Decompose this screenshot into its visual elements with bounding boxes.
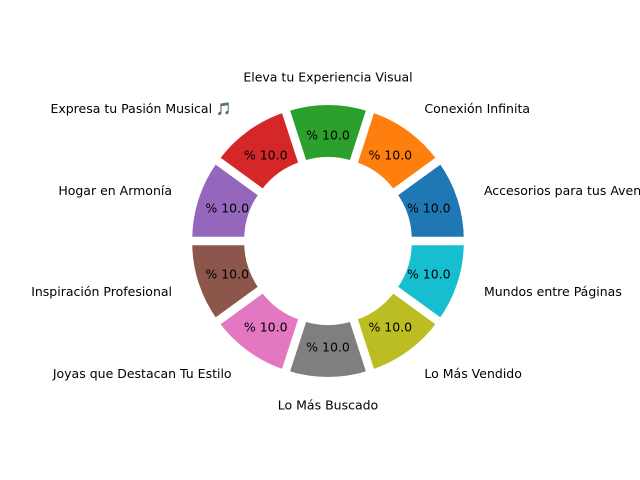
category-label: Lo Más Buscado [278,398,378,413]
donut-wedge [389,239,470,326]
percent-label: % 10.0 [205,266,249,281]
percent-label: % 10.0 [407,266,451,281]
category-label: Inspiración Profesional [31,284,172,299]
percent-label: % 10.0 [306,128,350,143]
category-labels: Accesorios para tus Aventuras Conexión In… [31,70,640,413]
category-label: Mundos entre Páginas [484,284,622,299]
category-label: Expresa tu Pasión Musical 🎵 [50,101,231,116]
percent-label: % 10.0 [244,319,288,334]
percent-label: % 10.0 [368,148,412,163]
percent-label: % 10.0 [407,201,451,216]
category-label: Conexión Infinita [424,101,530,116]
category-label: Joyas que Destacan Tu Estilo [52,366,232,381]
percent-labels: % 10.0 % 10.0 % 10.0 % 10.0 % 10.0 % 10.0 % 10… [205,128,450,355]
category-label: Lo Más Vendido [424,366,521,381]
percent-label: % 10.0 [368,319,412,334]
percent-label: % 10.0 [205,201,249,216]
category-label: Hogar en Armonía [58,183,172,198]
percent-label: % 10.0 [244,148,288,163]
category-label: Accesorios para tus Aventuras [484,183,640,198]
category-label: Eleva tu Experiencia Visual [243,70,412,85]
donut-wedges [186,99,470,383]
percent-label: % 10.0 [306,340,350,355]
